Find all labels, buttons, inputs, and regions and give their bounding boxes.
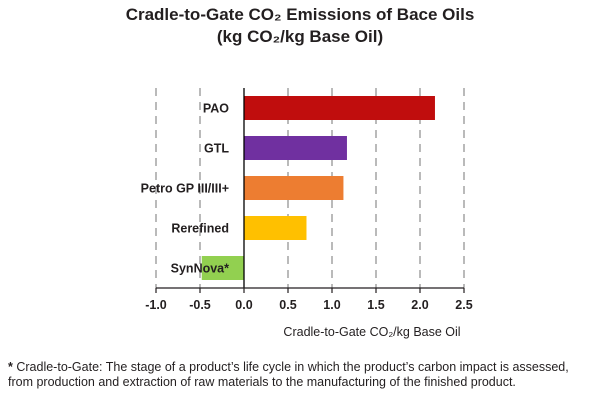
- tick-labels: -1.0 -0.5 0.0 0.5 1.0 1.5 2.0 2.5: [145, 298, 473, 312]
- x-tick-label: 2.5: [455, 298, 472, 312]
- chart-title-line1: Cradle-to-Gate CO₂ Emissions of Bace Oil…: [125, 5, 475, 24]
- bar: [244, 96, 435, 120]
- x-tick-label: 1.0: [323, 298, 340, 312]
- x-axis-label: Cradle-to-Gate CO₂/kg Base Oil: [283, 325, 460, 339]
- category-label: PAO: [203, 102, 229, 116]
- category-label: Rerefined: [171, 222, 229, 236]
- category-label: SynNova*: [171, 262, 229, 276]
- footnote-marker: *: [8, 360, 13, 374]
- bar: [244, 216, 307, 240]
- bar: [201, 256, 244, 280]
- category-label: Petro GP III/III+: [141, 182, 229, 196]
- bars: [201, 96, 435, 280]
- x-tick-label: 1.5: [367, 298, 384, 312]
- x-tick-label: -1.0: [145, 298, 167, 312]
- chart-title: Cradle-to-Gate CO₂ Emissions of Bace Oil…: [0, 4, 600, 48]
- chart-title-line2: (kg CO₂/kg Base Oil): [216, 27, 384, 46]
- category-labels: PAO GTL Petro GP III/III+ Rerefined SynNova*: [141, 102, 230, 276]
- footnote: * Cradle-to-Gate: The stage of a product…: [8, 360, 594, 390]
- x-axis: [155, 287, 465, 293]
- footnote-text: Cradle-to-Gate: The stage of a product’s…: [8, 360, 569, 389]
- bar-chart: PAO GTL Petro GP III/III+ Rerefined SynNova*…: [141, 88, 473, 339]
- x-tick-label: 0.0: [235, 298, 252, 312]
- bar: [244, 136, 347, 160]
- x-tick-label: -0.5: [189, 298, 211, 312]
- bar: [244, 176, 344, 200]
- x-tick-label: 2.0: [411, 298, 428, 312]
- x-tick-label: 0.5: [279, 298, 296, 312]
- category-label: GTL: [204, 142, 229, 156]
